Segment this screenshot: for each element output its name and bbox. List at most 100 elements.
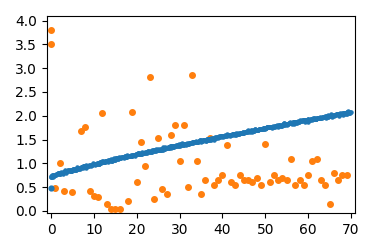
Point: [204, 138, 210, 142]
Point: [331, 171, 337, 175]
Point: [127, 153, 133, 158]
Point: [268, 125, 274, 129]
Point: [319, 115, 325, 119]
Point: [158, 147, 164, 151]
Point: [325, 115, 331, 119]
Point: [72, 167, 78, 171]
Point: [159, 147, 165, 151]
Point: [62, 169, 68, 173]
Point: [344, 110, 350, 114]
Point: [161, 147, 167, 151]
Point: [326, 114, 332, 118]
Point: [219, 173, 225, 177]
Point: [72, 168, 78, 172]
Point: [324, 114, 330, 118]
Point: [60, 170, 66, 174]
Point: [338, 112, 344, 116]
Point: [62, 170, 68, 174]
Point: [168, 146, 174, 150]
Point: [182, 143, 188, 147]
Point: [169, 145, 175, 149]
Point: [270, 124, 276, 128]
Point: [151, 148, 157, 152]
Point: [185, 142, 191, 146]
Point: [220, 134, 226, 138]
Point: [63, 170, 69, 174]
Point: [324, 115, 330, 119]
Point: [184, 142, 190, 146]
Point: [314, 156, 320, 161]
Point: [334, 112, 340, 116]
Point: [200, 139, 206, 143]
Point: [202, 139, 208, 143]
Point: [176, 142, 181, 146]
Point: [212, 136, 218, 140]
Point: [133, 152, 139, 156]
Point: [291, 121, 297, 125]
Point: [335, 113, 341, 117]
Point: [266, 125, 272, 129]
Point: [267, 125, 273, 129]
Point: [233, 131, 239, 135]
Point: [304, 117, 310, 121]
Point: [312, 116, 318, 120]
Point: [105, 160, 111, 164]
Point: [240, 131, 246, 135]
Point: [282, 122, 288, 126]
Point: [177, 159, 183, 163]
Point: [171, 145, 177, 149]
Point: [278, 123, 284, 128]
Point: [154, 147, 160, 151]
Point: [136, 152, 142, 156]
Point: [178, 142, 184, 146]
Point: [48, 28, 54, 32]
Point: [275, 178, 281, 182]
Point: [168, 145, 174, 149]
Point: [134, 152, 140, 156]
Point: [90, 161, 96, 165]
Point: [193, 139, 199, 143]
Point: [78, 166, 84, 170]
Point: [277, 123, 283, 127]
Point: [339, 112, 345, 116]
Point: [103, 159, 109, 163]
Point: [106, 159, 112, 163]
Point: [53, 173, 59, 177]
Point: [81, 165, 87, 169]
Point: [79, 165, 85, 169]
Point: [151, 197, 157, 201]
Point: [52, 186, 58, 190]
Point: [64, 169, 70, 173]
Point: [207, 137, 213, 141]
Point: [61, 170, 67, 174]
Point: [153, 148, 159, 152]
Point: [75, 167, 81, 171]
Point: [188, 141, 194, 145]
Point: [144, 150, 150, 154]
Point: [241, 178, 247, 182]
Point: [160, 148, 166, 152]
Point: [340, 110, 346, 114]
Point: [96, 161, 102, 165]
Point: [220, 135, 226, 139]
Point: [78, 166, 84, 170]
Point: [322, 183, 328, 187]
Point: [98, 162, 104, 166]
Point: [92, 163, 98, 167]
Point: [87, 163, 93, 167]
Point: [290, 120, 296, 124]
Point: [306, 118, 312, 122]
Point: [166, 146, 172, 150]
Point: [171, 144, 177, 148]
Point: [102, 159, 108, 163]
Point: [287, 120, 293, 124]
Point: [135, 151, 141, 155]
Point: [174, 143, 180, 147]
Point: [50, 175, 55, 179]
Point: [231, 132, 237, 136]
Point: [343, 111, 349, 115]
Point: [230, 132, 236, 136]
Point: [348, 110, 354, 114]
Point: [72, 167, 78, 171]
Point: [279, 124, 285, 128]
